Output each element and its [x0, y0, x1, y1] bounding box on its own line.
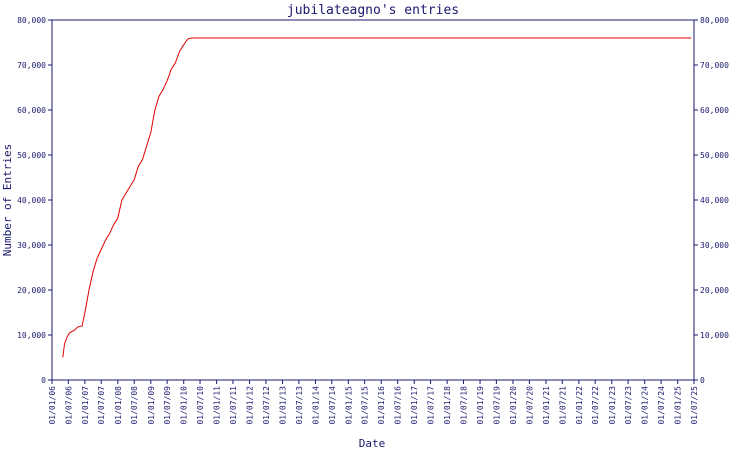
x-tick-label: 01/01/22 — [575, 386, 584, 425]
chart-title: jubilateagno's entries — [287, 3, 459, 18]
x-tick-label: 01/01/07 — [81, 386, 90, 425]
x-tick-label: 01/01/21 — [542, 386, 551, 425]
x-tick-label: 01/01/24 — [641, 386, 650, 425]
y-tick-label-left: 0 — [41, 376, 46, 385]
x-tick-label: 01/07/17 — [427, 386, 436, 425]
x-tick-label: 01/01/13 — [279, 386, 288, 425]
x-tick-label: 01/01/11 — [213, 386, 222, 425]
x-tick-label: 01/07/21 — [558, 386, 567, 425]
x-tick-label: 01/01/10 — [180, 386, 189, 425]
y-tick-label-left: 40,000 — [17, 196, 46, 205]
y-tick-label-left: 30,000 — [17, 241, 46, 250]
y-tick-label-left: 10,000 — [17, 331, 46, 340]
x-tick-label: 01/07/14 — [328, 386, 337, 425]
axes — [51, 19, 695, 381]
plot-lines — [62, 37, 692, 358]
y-tick-label-right: 60,000 — [700, 106, 729, 115]
x-ticks: 01/01/06 01/07/06 01/01/07 01/07/07 01/01/08… — [48, 380, 699, 425]
x-tick-label: 01/07/10 — [196, 386, 205, 425]
x-tick-label: 01/07/25 — [690, 386, 699, 425]
x-tick-label: 01/01/23 — [608, 386, 617, 425]
x-tick-label: 01/07/23 — [624, 386, 633, 425]
x-tick-label: 01/01/17 — [410, 386, 419, 425]
x-tick-label: 01/07/12 — [262, 386, 271, 425]
y-tick-label-right: 30,000 — [700, 241, 729, 250]
x-tick-label: 01/07/15 — [361, 386, 370, 425]
y-tick-label-left: 60,000 — [17, 106, 46, 115]
y-tick-label-left: 70,000 — [17, 61, 46, 70]
y-tick-label-left: 80,000 — [17, 16, 46, 25]
y-tick-label-left: 20,000 — [17, 286, 46, 295]
x-tick-label: 01/01/15 — [344, 386, 353, 425]
y-tick-label-right: 10,000 — [700, 331, 729, 340]
x-tick-label: 01/01/20 — [509, 386, 518, 425]
x-tick-label: 01/01/14 — [311, 386, 320, 425]
y-ticks: 0 10,000 20,000 30,000 40,000 50,000 60,000 70,… — [17, 16, 729, 385]
x-tick-label: 01/07/20 — [525, 386, 534, 425]
x-axis-label: Date — [359, 437, 386, 450]
y-tick-label-left: 50,000 — [17, 151, 46, 160]
x-tick-label: 01/07/24 — [657, 386, 666, 425]
y-tick-label-right: 0 — [700, 376, 705, 385]
x-tick-label: 01/07/08 — [130, 386, 139, 425]
x-tick-label: 01/07/22 — [591, 386, 600, 425]
y-tick-label-right: 20,000 — [700, 286, 729, 295]
x-tick-label: 01/01/12 — [246, 386, 255, 425]
series-line — [62, 37, 692, 358]
x-tick-label: 01/07/06 — [64, 386, 73, 425]
x-tick-label: 01/01/06 — [48, 386, 57, 425]
x-tick-label: 01/01/08 — [114, 386, 123, 425]
y-tick-label-right: 50,000 — [700, 151, 729, 160]
x-tick-label: 01/01/09 — [147, 386, 156, 425]
x-tick-label: 01/07/19 — [492, 386, 501, 425]
x-tick-label: 01/07/07 — [97, 386, 106, 425]
x-tick-label: 01/01/25 — [674, 386, 683, 425]
y-tick-label-right: 80,000 — [700, 16, 729, 25]
x-tick-label: 01/07/13 — [295, 386, 304, 425]
plot-frame — [51, 19, 695, 381]
y-axis-label: Number of Entries — [1, 144, 14, 257]
x-tick-label: 01/07/16 — [394, 386, 403, 425]
y-tick-label-right: 40,000 — [700, 196, 729, 205]
x-tick-label: 01/01/19 — [476, 386, 485, 425]
x-tick-label: 01/07/18 — [459, 386, 468, 425]
x-tick-label: 01/01/18 — [443, 386, 452, 425]
x-tick-label: 01/07/09 — [163, 386, 172, 425]
x-tick-label: 01/01/16 — [377, 386, 386, 425]
x-tick-label: 01/07/11 — [229, 386, 238, 425]
y-tick-label-right: 70,000 — [700, 61, 729, 70]
